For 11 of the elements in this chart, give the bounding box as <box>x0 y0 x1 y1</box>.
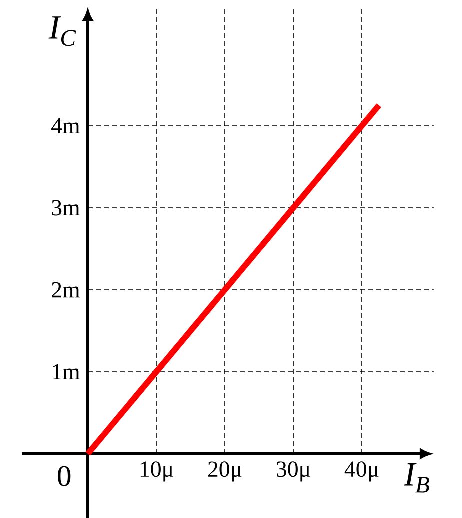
annotation: 0 <box>58 466 71 486</box>
y-tick-label: 4m <box>52 118 80 134</box>
x-tick-label: 20μ <box>208 462 242 482</box>
x-tick-label: 10μ <box>140 462 174 482</box>
x-axis-title: I$_{B}$ <box>404 464 430 493</box>
y-axis-title: I$_{C}$ <box>48 16 76 46</box>
x-tick-label: 40μ <box>344 462 379 482</box>
y-tick-label: 1m <box>53 364 80 380</box>
y-tick-label: 2m <box>52 282 80 298</box>
y-tick-label: 3m <box>52 200 80 216</box>
x-tick-label: 30μ <box>277 462 310 482</box>
